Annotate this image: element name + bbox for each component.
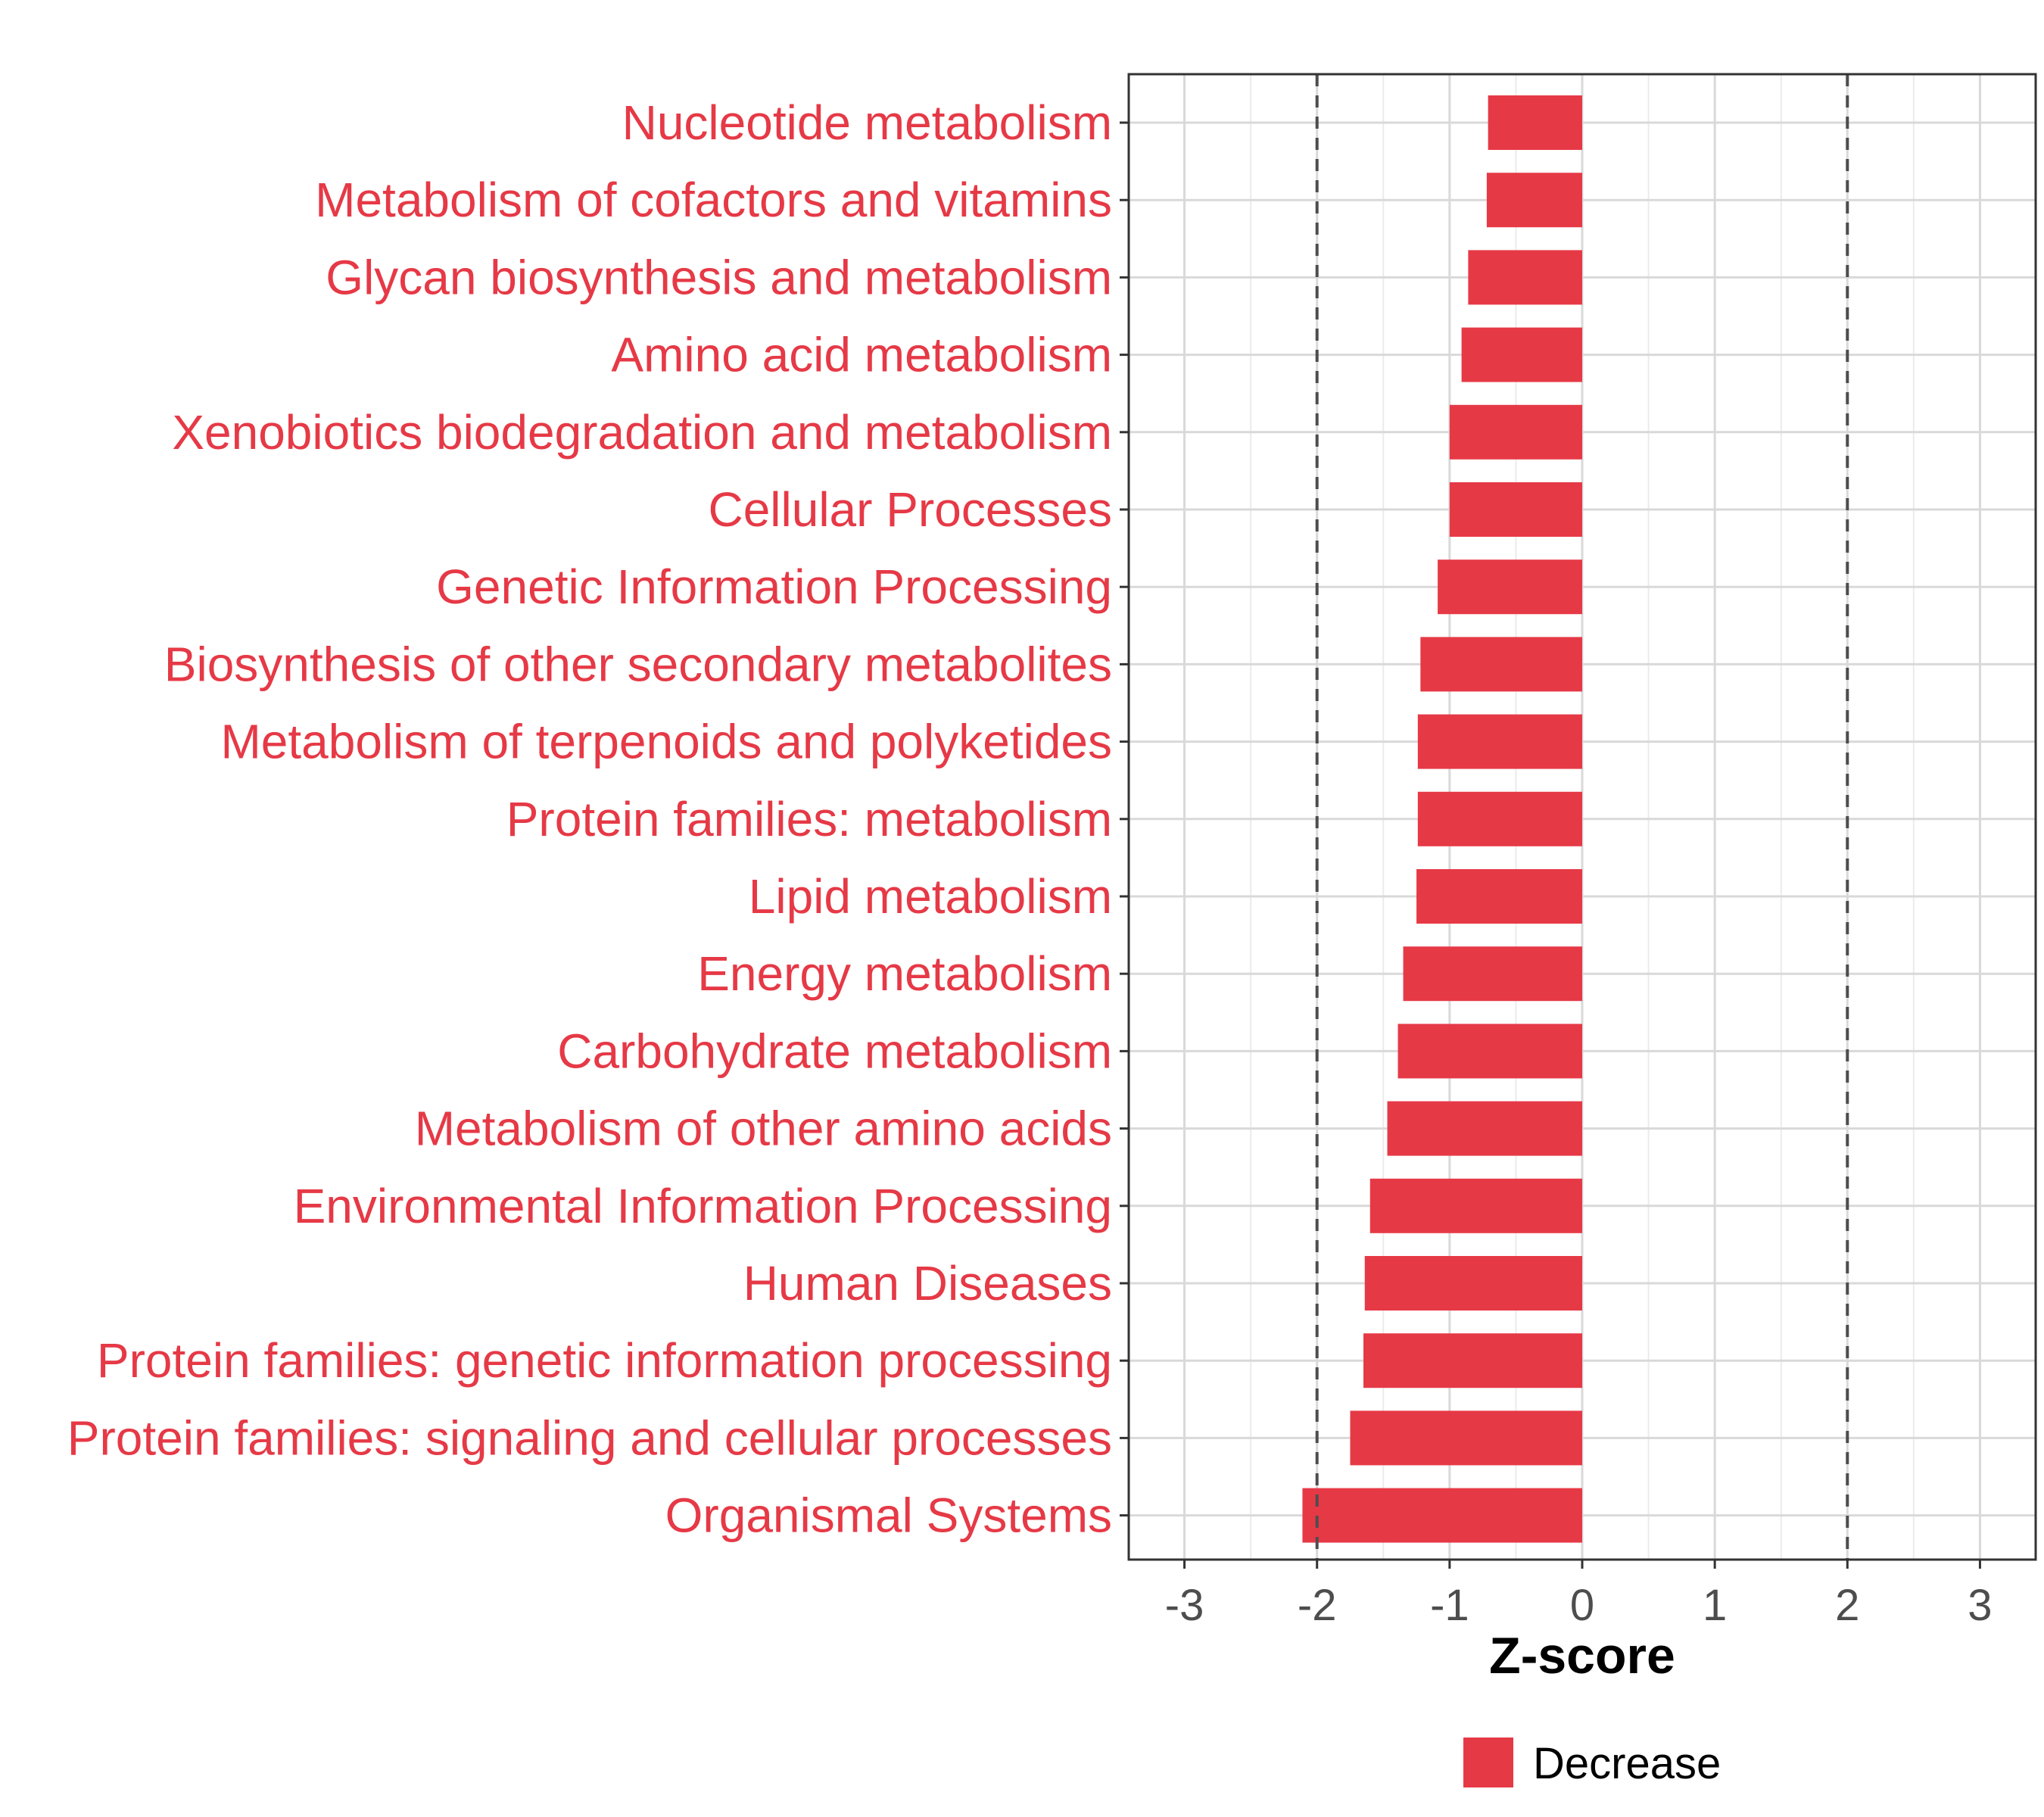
- x-tick-label: 3: [1968, 1581, 1992, 1630]
- bar: [1438, 559, 1582, 615]
- y-category-label: Metabolism of cofactors and vitamins: [315, 173, 1112, 227]
- bars: [1302, 95, 1582, 1543]
- legend: Decrease: [1463, 1738, 1721, 1788]
- y-axis-category-labels: Nucleotide metabolism Metabolism of cofac…: [67, 95, 1112, 1543]
- y-category-label: Genetic Information Processing: [436, 559, 1112, 614]
- y-category-label: Metabolism of other amino acids: [415, 1102, 1112, 1156]
- x-axis-title: Z-score: [1489, 1627, 1675, 1685]
- y-category-label: Amino acid metabolism: [611, 328, 1112, 382]
- bar: [1364, 1256, 1582, 1311]
- x-tick-label: 1: [1703, 1581, 1727, 1630]
- y-category-label: Carbohydrate metabolism: [557, 1024, 1112, 1078]
- reference-lines: [1315, 74, 1849, 1560]
- y-category-label: Nucleotide metabolism: [622, 95, 1112, 150]
- bar: [1449, 404, 1582, 460]
- x-tick-label: 0: [1570, 1581, 1594, 1630]
- bar: [1488, 95, 1582, 150]
- bar: [1369, 1178, 1582, 1233]
- y-category-label: Human Diseases: [743, 1256, 1112, 1311]
- y-axis-ticks: [1120, 121, 1129, 1517]
- y-category-label: Glycan biosynthesis and metabolism: [326, 250, 1112, 304]
- y-category-label: Energy metabolism: [697, 946, 1112, 1001]
- y-category-label: Protein families: genetic information pr…: [97, 1333, 1112, 1388]
- y-category-label: Xenobiotics biodegradation and metabolis…: [172, 405, 1112, 460]
- x-tick-label: -3: [1165, 1581, 1204, 1630]
- bar: [1461, 327, 1582, 382]
- bar: [1486, 173, 1582, 228]
- y-category-label: Environmental Information Processing: [294, 1179, 1112, 1233]
- bar: [1417, 791, 1582, 846]
- legend-key-decrease: [1463, 1738, 1513, 1787]
- bar: [1397, 1024, 1582, 1079]
- legend-label-decrease: Decrease: [1533, 1739, 1721, 1788]
- bar: [1416, 869, 1582, 924]
- x-axis-ticks: [1183, 1560, 1981, 1569]
- bar: [1420, 637, 1582, 692]
- y-category-label: Organismal Systems: [665, 1488, 1112, 1543]
- bar: [1302, 1488, 1582, 1543]
- bar: [1350, 1410, 1582, 1466]
- x-axis-tick-labels: -3 -2 -1 0 1 2 3: [1165, 1581, 1993, 1630]
- x-tick-label: -1: [1430, 1581, 1469, 1630]
- bar: [1417, 714, 1582, 769]
- bar: [1468, 250, 1582, 305]
- x-tick-label: 2: [1835, 1581, 1859, 1630]
- y-category-label: Metabolism of terpenoids and polyketides: [220, 715, 1112, 769]
- y-category-label: Biosynthesis of other secondary metaboli…: [164, 637, 1112, 691]
- bar: [1363, 1333, 1582, 1388]
- y-category-label: Protein families: signaling and cellular…: [67, 1410, 1112, 1465]
- x-tick-label: -2: [1298, 1581, 1337, 1630]
- y-category-label: Protein families: metabolism: [506, 792, 1112, 846]
- y-category-label: Lipid metabolism: [749, 869, 1112, 924]
- bar: [1403, 946, 1582, 1002]
- bar: [1449, 482, 1582, 537]
- bar: [1387, 1101, 1582, 1156]
- y-category-label: Cellular Processes: [708, 482, 1112, 537]
